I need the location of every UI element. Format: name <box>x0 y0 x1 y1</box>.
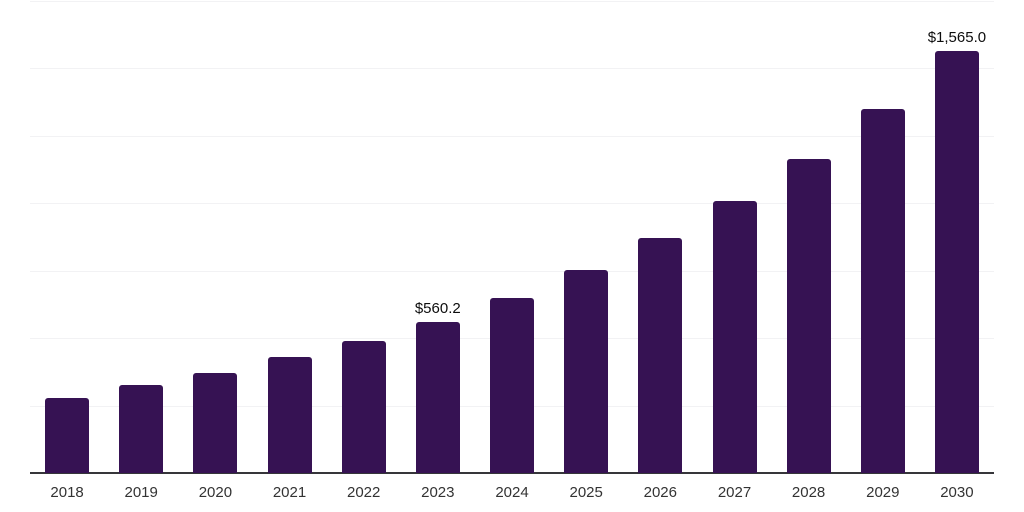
gridline-1500 <box>30 68 994 70</box>
x-tick-2028: 2028 <box>791 484 826 501</box>
gridline-1000 <box>30 203 994 205</box>
gridline-750 <box>30 270 994 272</box>
x-tick-2020: 2020 <box>198 484 233 501</box>
bar-2024 <box>490 298 534 473</box>
bar-2027 <box>712 201 757 473</box>
x-axis-line <box>30 472 994 474</box>
bar-2018 <box>45 397 90 473</box>
bar-2019 <box>119 385 164 473</box>
bar-2030 <box>934 50 979 473</box>
bar-2029 <box>860 109 905 473</box>
bar-2025 <box>564 270 609 473</box>
bar-2023 <box>415 321 460 473</box>
x-tick-2029: 2029 <box>866 484 900 501</box>
x-tick-2022: 2022 <box>347 484 381 501</box>
bar-2021 <box>267 357 312 473</box>
x-tick-2024: 2024 <box>495 484 529 501</box>
x-tick-2025: 2025 <box>569 484 603 501</box>
x-tick-2030: 2030 <box>940 484 974 501</box>
x-tick-2023: 2023 <box>421 484 455 501</box>
bar-2028 <box>786 159 831 473</box>
data-label-2030: $1,565.0 <box>927 28 987 46</box>
x-tick-2018: 2018 <box>50 484 84 501</box>
bar-2026 <box>638 238 683 473</box>
gridline-1750 <box>30 1 994 2</box>
x-tick-2027: 2027 <box>717 484 752 501</box>
gridline-1250 <box>30 135 994 137</box>
bar-2020 <box>193 372 238 473</box>
x-tick-2026: 2026 <box>643 484 677 501</box>
x-tick-2019: 2019 <box>124 484 158 501</box>
x-tick-2021: 2021 <box>272 484 307 501</box>
data-label-2023: $560.2 <box>414 299 461 317</box>
bar-2022 <box>341 340 386 473</box>
